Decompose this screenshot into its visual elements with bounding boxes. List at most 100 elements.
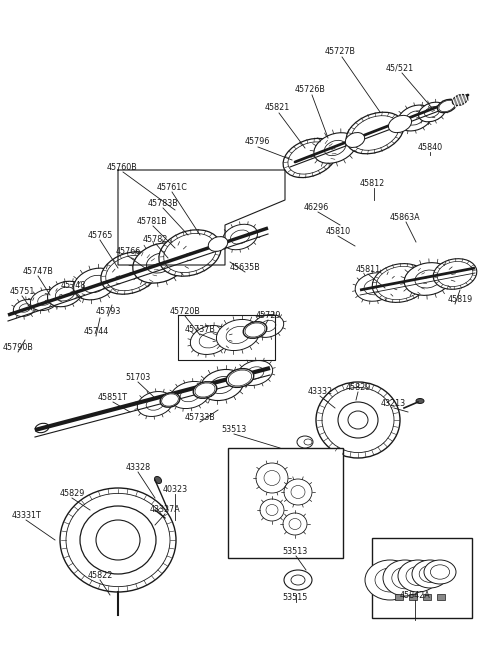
- Ellipse shape: [392, 567, 418, 589]
- Ellipse shape: [284, 570, 312, 590]
- Text: 45766: 45766: [115, 248, 141, 256]
- Ellipse shape: [404, 263, 452, 296]
- Ellipse shape: [375, 568, 405, 592]
- Text: 40323: 40323: [162, 486, 188, 495]
- Ellipse shape: [397, 105, 432, 131]
- Ellipse shape: [230, 230, 250, 244]
- Ellipse shape: [226, 369, 254, 388]
- Text: 45765: 45765: [87, 231, 113, 240]
- Ellipse shape: [289, 518, 301, 530]
- Ellipse shape: [94, 544, 114, 562]
- Ellipse shape: [191, 325, 229, 355]
- Ellipse shape: [146, 253, 174, 273]
- Ellipse shape: [406, 111, 424, 125]
- Ellipse shape: [431, 565, 450, 579]
- Ellipse shape: [425, 106, 439, 118]
- Ellipse shape: [243, 322, 267, 338]
- Text: 45/521: 45/521: [386, 64, 414, 72]
- Ellipse shape: [415, 270, 441, 288]
- Ellipse shape: [419, 566, 441, 582]
- Ellipse shape: [128, 549, 136, 556]
- Ellipse shape: [452, 95, 468, 106]
- Ellipse shape: [283, 513, 307, 535]
- Ellipse shape: [208, 237, 228, 252]
- Text: 45726B: 45726B: [295, 85, 325, 95]
- Ellipse shape: [237, 361, 273, 386]
- Text: 45635B: 45635B: [229, 263, 260, 273]
- Ellipse shape: [345, 133, 365, 147]
- Text: 45761C: 45761C: [156, 183, 187, 193]
- Text: 45851T: 45851T: [98, 394, 128, 403]
- Ellipse shape: [101, 252, 159, 294]
- Ellipse shape: [260, 499, 284, 521]
- Ellipse shape: [351, 116, 399, 150]
- Ellipse shape: [245, 323, 265, 337]
- Ellipse shape: [170, 382, 210, 409]
- Ellipse shape: [60, 488, 176, 592]
- Bar: [228, 448, 343, 558]
- Ellipse shape: [304, 439, 312, 445]
- Ellipse shape: [439, 101, 455, 112]
- Ellipse shape: [106, 256, 154, 290]
- Ellipse shape: [365, 560, 415, 600]
- Ellipse shape: [314, 133, 356, 164]
- Ellipse shape: [83, 275, 107, 293]
- Text: 45751: 45751: [9, 288, 35, 296]
- Ellipse shape: [200, 369, 244, 401]
- Ellipse shape: [376, 266, 424, 300]
- Text: 45720B: 45720B: [169, 307, 201, 317]
- Ellipse shape: [383, 560, 427, 596]
- Text: 45747B: 45747B: [23, 267, 53, 277]
- Text: 45829: 45829: [345, 384, 371, 392]
- Ellipse shape: [160, 393, 180, 407]
- Ellipse shape: [193, 382, 217, 398]
- Ellipse shape: [246, 367, 264, 379]
- Text: 45782: 45782: [142, 235, 168, 244]
- Ellipse shape: [216, 319, 260, 351]
- Ellipse shape: [210, 376, 234, 394]
- Ellipse shape: [297, 436, 313, 448]
- Text: 45863A: 45863A: [390, 214, 420, 223]
- Ellipse shape: [228, 370, 252, 386]
- Ellipse shape: [412, 560, 448, 588]
- Text: 51703: 51703: [125, 373, 151, 382]
- Text: 45829: 45829: [60, 489, 84, 499]
- Ellipse shape: [146, 397, 164, 410]
- Text: 45819: 45819: [447, 296, 473, 304]
- Text: 45822: 45822: [87, 572, 113, 581]
- Ellipse shape: [155, 476, 162, 484]
- Text: 45729: 45729: [255, 311, 281, 321]
- Text: 45811: 45811: [355, 265, 381, 275]
- Ellipse shape: [266, 505, 278, 516]
- Ellipse shape: [94, 518, 114, 536]
- Ellipse shape: [398, 560, 438, 592]
- Text: 45727B: 45727B: [324, 47, 356, 57]
- Text: 43327A: 43327A: [150, 505, 180, 514]
- Bar: [372, 538, 472, 618]
- Ellipse shape: [346, 112, 404, 154]
- Text: 45760B: 45760B: [107, 164, 137, 173]
- Ellipse shape: [291, 486, 305, 499]
- Bar: [395, 594, 403, 600]
- Ellipse shape: [416, 399, 424, 403]
- Ellipse shape: [372, 263, 428, 302]
- Ellipse shape: [19, 304, 31, 312]
- Ellipse shape: [55, 287, 74, 301]
- Ellipse shape: [122, 518, 142, 536]
- Text: 45781B: 45781B: [137, 217, 168, 227]
- Ellipse shape: [283, 139, 337, 177]
- Text: 45812: 45812: [360, 179, 384, 189]
- Text: 53513: 53513: [221, 426, 247, 434]
- Ellipse shape: [288, 142, 332, 174]
- Ellipse shape: [264, 470, 280, 486]
- Ellipse shape: [424, 560, 456, 584]
- Text: 43332: 43332: [307, 388, 333, 397]
- Text: 45783B: 45783B: [148, 200, 179, 208]
- Text: 43331T: 43331T: [11, 512, 41, 520]
- Ellipse shape: [437, 99, 456, 112]
- Ellipse shape: [164, 233, 216, 273]
- Ellipse shape: [13, 300, 36, 317]
- Ellipse shape: [100, 524, 108, 531]
- Text: 45744: 45744: [84, 327, 108, 336]
- Text: 53515: 53515: [282, 593, 308, 602]
